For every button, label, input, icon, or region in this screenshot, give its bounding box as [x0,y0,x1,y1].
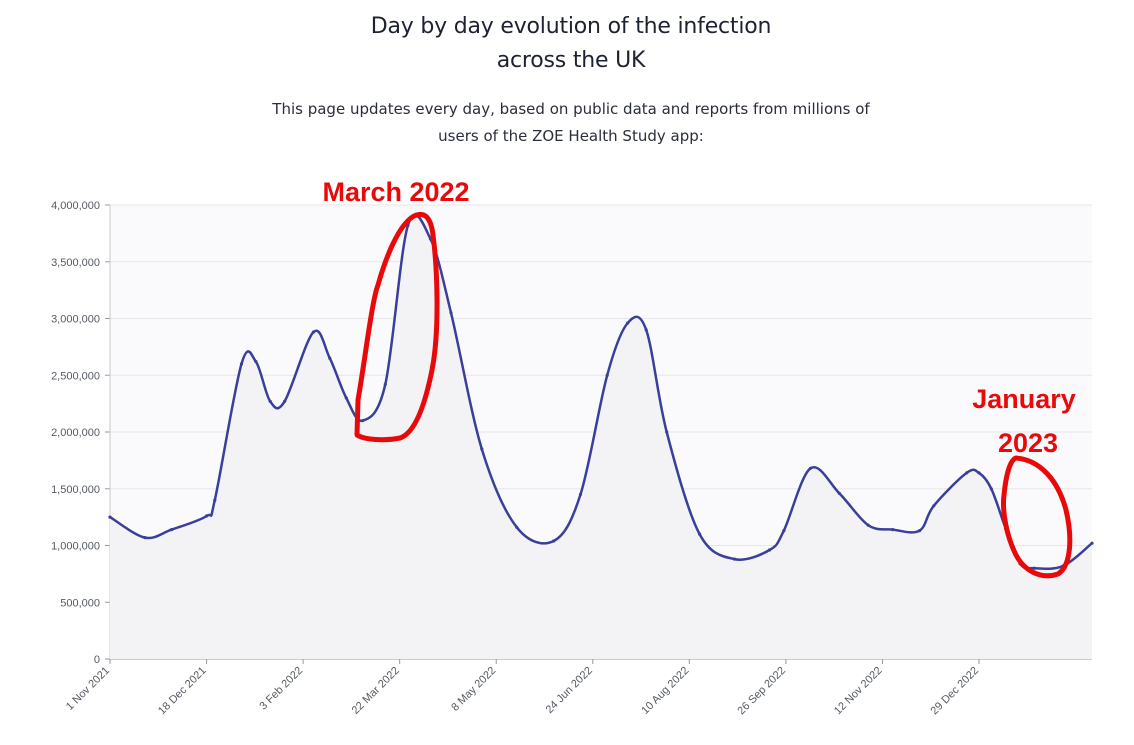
x-tick-label: 8 May 2022 [449,665,498,714]
y-tick-label: 2,500,000 [51,370,100,382]
data-point [837,491,841,495]
data-point [449,311,453,315]
data-point [205,514,209,518]
y-tick-label: 3,000,000 [51,314,100,326]
january-2023-highlight-circle [1001,455,1073,579]
january-2023-annotation-line-2: 2023 [998,428,1058,458]
x-tick-label: 12 Nov 2022 [832,665,885,718]
x-tick-label: 10 Aug 2022 [639,665,691,717]
data-point [965,471,969,475]
data-point [866,523,870,527]
data-point [239,362,244,366]
page-subtitle: This page updates every day, based on pu… [0,96,1134,150]
title-line-2: across the UK [496,48,646,73]
y-tick-label: 1,500,000 [51,484,100,496]
data-point [917,529,922,533]
x-tick-label: 24 Jun 2022 [544,665,595,716]
data-point [578,492,583,496]
x-tick-label: 1 Nov 2021 [64,665,112,713]
data-point [170,528,174,532]
data-point [283,399,287,403]
y-tick-label: 500,000 [60,597,100,609]
x-tick-label: 22 Mar 2022 [350,665,402,717]
subtitle-line-1: This page updates every day, based on pu… [272,100,870,118]
data-point [767,548,772,552]
data-point [732,557,737,561]
data-point [361,419,365,423]
x-tick-label: 18 Dec 2021 [156,665,209,718]
annotation-layer: March 2022 January 2023 [322,177,1076,579]
data-point [1032,566,1037,570]
subtitle-line-2: users of the ZOE Health Study app: [438,127,704,145]
data-point [383,382,387,386]
data-point [143,536,147,540]
data-point [626,321,630,325]
data-point [1090,541,1094,545]
data-point [782,529,786,533]
x-tick-label: 29 Dec 2022 [929,665,982,718]
y-tick-label: 4,000,000 [51,200,100,212]
y-tick-label: 3,500,000 [51,257,100,269]
data-point [213,498,217,502]
data-point [328,356,332,360]
data-point [480,447,484,451]
x-tick-label: 26 Sep 2022 [735,665,788,718]
data-point [311,330,315,334]
data-point [932,504,936,508]
january-2023-annotation-line-1: January [972,384,1076,414]
data-point [808,466,813,470]
data-point [552,539,556,543]
data-point [515,525,519,529]
title-line-1: Day by day evolution of the infection [370,14,772,39]
page-title: Day by day evolution of the infection ac… [0,10,1134,78]
data-point [977,471,981,475]
data-point [665,430,669,434]
y-tick-label: 0 [94,654,100,666]
data-point [605,373,609,377]
data-point [891,528,895,532]
data-point [344,396,348,400]
data-point [644,328,648,332]
march-2022-highlight-circle [354,211,440,443]
data-point [268,399,272,403]
data-point [254,360,258,364]
data-point [989,487,993,491]
series-area-fill [110,214,1092,659]
march-2022-annotation: March 2022 [322,177,469,207]
data-point [698,532,702,536]
y-tick-label: 1,000,000 [51,541,100,553]
x-axis: 1 Nov 2021 18 Dec 2021 3 Feb 2022 22 Mar 20… [64,658,1092,718]
y-axis: 0 500,000 1,000,000 1,500,000 2,000,000 2,500… [51,200,111,666]
x-tick-label: 3 Feb 2022 [257,665,305,713]
data-point [108,515,112,519]
y-tick-label: 2,000,000 [51,427,100,439]
